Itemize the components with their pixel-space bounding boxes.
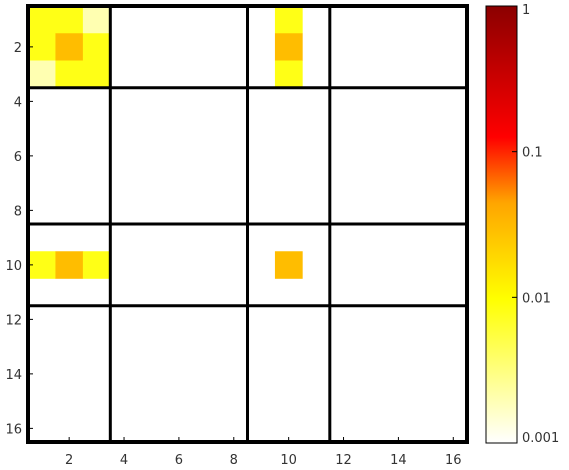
heatmap-cell-r2-c2 xyxy=(55,33,84,61)
colorbar-tick-label-0.1: 0.1 xyxy=(522,146,543,161)
heatmap-cell-r10-c3 xyxy=(82,251,111,279)
y-tick-label-2: 2 xyxy=(14,41,22,56)
colorbar: 0.001 0.01 0.1 1 xyxy=(485,3,559,446)
x-tick-label-10: 10 xyxy=(280,453,297,468)
y-tick-label-8: 8 xyxy=(14,204,22,219)
x-tick-label-6: 6 xyxy=(175,453,183,468)
colorbar-tick-label-0.01: 0.01 xyxy=(522,291,551,306)
x-tick-label-2: 2 xyxy=(65,453,73,468)
heatmap-cell-r3-c2 xyxy=(55,60,84,89)
heatmap-cell-r1-c1 xyxy=(28,6,56,34)
x-axis: 2 4 6 8 10 12 14 16 xyxy=(65,437,462,468)
heatmap-cell-r10-c10 xyxy=(274,251,303,279)
colorbar-ticks: 0.001 0.01 0.1 1 xyxy=(512,3,559,446)
colorbar-tick-label-1: 1 xyxy=(522,3,530,18)
y-tick-label-14: 14 xyxy=(5,368,22,383)
heatmap-cell-r2-c3 xyxy=(82,33,111,61)
y-tick-label-4: 4 xyxy=(14,95,22,110)
plot-area: 2 4 6 8 10 12 14 16 2 4 6 8 10 12 14 16 xyxy=(5,4,469,468)
colorbar-gradient xyxy=(485,5,518,444)
heatmap-cell-r3-c3 xyxy=(82,60,111,89)
y-axis: 2 4 6 8 10 12 14 16 xyxy=(5,41,33,437)
y-tick-label-6: 6 xyxy=(14,150,22,165)
plot-frame xyxy=(26,4,469,444)
y-tick-label-12: 12 xyxy=(5,313,22,328)
x-tick-label-16: 16 xyxy=(445,453,462,468)
heatmap-cell-r3-c1 xyxy=(28,60,56,89)
y-tick-label-16: 16 xyxy=(5,422,22,437)
heatmap-cell-r2-c10 xyxy=(274,33,303,61)
heatmap-cell-r1-c10 xyxy=(274,6,303,34)
x-tick-label-14: 14 xyxy=(390,453,407,468)
x-tick-label-12: 12 xyxy=(335,453,352,468)
heatmap-cell-r1-c2 xyxy=(55,6,84,34)
heatmap-cell-r3-c10 xyxy=(274,60,303,89)
x-tick-label-4: 4 xyxy=(120,453,128,468)
heatmap-cell-r10-c2 xyxy=(55,251,84,279)
x-tick-label-8: 8 xyxy=(230,453,238,468)
heatmap-cell-r1-c3 xyxy=(82,6,111,34)
block-grid xyxy=(28,6,467,442)
colorbar-tick-label-0.001: 0.001 xyxy=(522,431,559,446)
y-tick-label-10: 10 xyxy=(5,259,22,274)
